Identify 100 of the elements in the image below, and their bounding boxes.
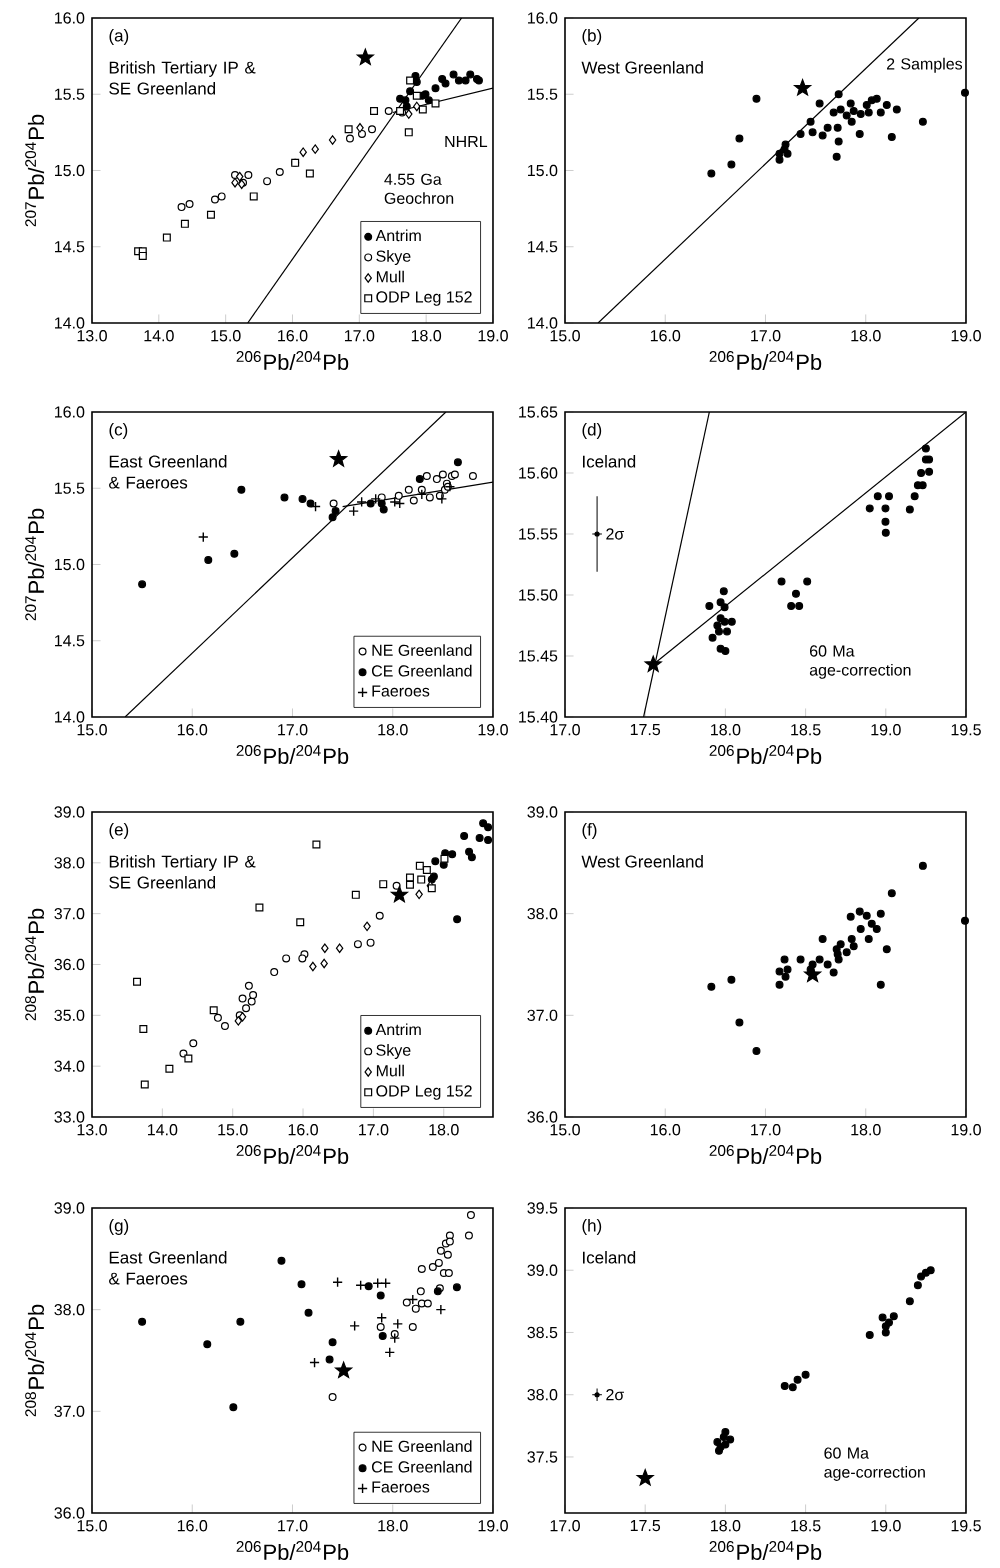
- x-tick-label: 17.0: [751, 1124, 781, 1136]
- x-tick-label: 18.0: [411, 330, 442, 342]
- legend-label: Faeroes: [372, 1481, 430, 1493]
- legend-label: CE Greenland: [371, 1460, 472, 1473]
- x-tick-label: 13.0: [77, 330, 107, 342]
- legend-label: Mull: [376, 270, 404, 283]
- y-tick-label: 15.5: [55, 88, 85, 100]
- x-axis-title: $^{206}$Pb/$^{204}$Pb: [709, 1145, 822, 1165]
- x-tick-label: 17.0: [344, 330, 375, 342]
- x-tick-label: 17.5: [630, 724, 661, 736]
- x-tick-label: 19.0: [478, 330, 508, 342]
- y-tick-label: 14.5: [55, 635, 85, 647]
- y-axis-title: $^{208}$Pb/$^{204}$Pb: [25, 908, 45, 1021]
- x-axis-title: $^{206}$Pb/$^{204}$Pb: [709, 351, 822, 371]
- x-tick-label: 13.0: [77, 1124, 107, 1136]
- x-tick-label: 16.0: [177, 724, 208, 736]
- y-tick-label: 37.0: [54, 1405, 85, 1417]
- x-axis-title: $^{206}$Pb/$^{204}$Pb: [709, 745, 822, 765]
- x-tick-label: 19.0: [478, 1520, 508, 1532]
- x-axis-title: $^{206}$Pb/$^{204}$Pb: [236, 745, 349, 765]
- annotation: 2σ: [606, 1388, 625, 1401]
- y-tick-label: 36.0: [54, 958, 85, 971]
- text: (c): [109, 423, 128, 439]
- text: (g): [109, 1219, 129, 1235]
- y-tick-label: 15.55: [519, 528, 558, 540]
- text: West Greenland: [581, 855, 703, 868]
- x-tick-label: 14.0: [144, 330, 174, 342]
- x-tick-label: 18.0: [378, 724, 408, 736]
- legend-label: ODP Leg 152: [376, 1085, 472, 1100]
- x-tick-label: 18.0: [711, 1520, 741, 1532]
- annotation: NHRL: [445, 136, 488, 148]
- y-tick-label: 38.0: [527, 1389, 558, 1401]
- x-axis-title: $^{206}$Pb/$^{204}$Pb: [236, 1145, 349, 1165]
- x-tick-label: 18.0: [851, 1124, 881, 1136]
- legend-label: Faeroes: [372, 685, 430, 697]
- x-tick-label: 17.0: [278, 1520, 308, 1532]
- text: West Greenland: [581, 61, 703, 74]
- x-tick-label: 17.5: [630, 1520, 661, 1532]
- x-tick-label: 18.0: [711, 724, 741, 736]
- y-tick-label: 15.65: [519, 406, 558, 418]
- y-tick-label: 15.0: [55, 164, 85, 177]
- text: (h): [582, 1219, 602, 1235]
- y-tick-label: 33.0: [54, 1111, 85, 1123]
- y-tick-label: 14.0: [55, 317, 85, 329]
- x-tick-label: 16.0: [650, 1124, 681, 1136]
- y-tick-label: 16.0: [528, 12, 558, 24]
- y-tick-label: 37.5: [527, 1451, 558, 1463]
- x-tick-label: 18.0: [378, 1520, 408, 1532]
- y-tick-label: 36.0: [527, 1111, 558, 1123]
- x-tick-label: 17.0: [550, 1520, 580, 1532]
- y-tick-label: 15.5: [528, 88, 558, 100]
- y-tick-label: 15.5: [55, 482, 85, 494]
- x-tick-label: 15.0: [550, 1124, 580, 1136]
- text: (e): [109, 823, 129, 839]
- y-tick-label: 38.0: [54, 857, 85, 869]
- annotation: 4.55 Ga Geochron: [384, 173, 454, 204]
- y-tick-label: 39.0: [54, 1202, 85, 1214]
- x-tick-label: 16.0: [288, 1124, 318, 1136]
- x-tick-label: 17.0: [278, 724, 308, 736]
- y-tick-label: 39.5: [527, 1202, 558, 1214]
- legend-label: Antrim: [375, 229, 421, 242]
- text: Iceland: [583, 455, 636, 468]
- y-tick-label: 38.0: [54, 1304, 85, 1316]
- y-tick-label: 34.0: [54, 1060, 85, 1072]
- y-tick-label: 16.0: [55, 406, 85, 418]
- x-axis-title: $^{206}$Pb/$^{204}$Pb: [236, 1541, 349, 1561]
- x-tick-label: 17.0: [550, 724, 580, 736]
- y-tick-label: 39.0: [54, 806, 85, 818]
- x-tick-label: 14.0: [148, 1124, 178, 1136]
- y-tick-label: 15.0: [528, 164, 558, 177]
- x-tick-label: 19.0: [478, 724, 508, 736]
- y-tick-label: 14.5: [55, 241, 85, 253]
- text: (a): [109, 29, 129, 45]
- text: (f): [582, 823, 597, 839]
- y-tick-label: 39.0: [527, 1264, 558, 1276]
- text: East Greenland & Faeroes: [109, 455, 227, 489]
- x-tick-label: 16.0: [650, 330, 681, 342]
- x-tick-label: 15.0: [77, 1520, 107, 1532]
- x-tick-label: 18.5: [791, 1520, 821, 1532]
- annotation: 2σ: [606, 528, 625, 540]
- legend-label: Mull: [376, 1064, 404, 1077]
- y-tick-label: 15.45: [519, 650, 558, 662]
- y-tick-label: 15.40: [519, 711, 558, 723]
- y-tick-label: 38.0: [527, 908, 558, 920]
- y-tick-label: 14.5: [528, 241, 558, 253]
- x-tick-label: 17.0: [751, 330, 781, 342]
- y-tick-label: 37.0: [527, 1009, 558, 1021]
- y-axis-title: $^{207}$Pb/$^{204}$Pb: [25, 114, 45, 227]
- x-tick-label: 19.0: [871, 724, 901, 736]
- x-tick-label: 15.0: [550, 330, 580, 342]
- legend-label: Skye: [376, 250, 411, 265]
- x-tick-label: 15.0: [218, 1124, 248, 1136]
- x-tick-label: 16.0: [177, 1520, 208, 1532]
- text: (b): [582, 29, 602, 45]
- x-tick-label: 15.0: [77, 724, 107, 736]
- y-tick-label: 38.5: [527, 1326, 558, 1339]
- x-tick-label: 18.0: [429, 1124, 459, 1136]
- x-tick-label: 16.0: [278, 330, 308, 342]
- x-tick-label: 18.0: [851, 330, 881, 342]
- x-axis-title: $^{206}$Pb/$^{204}$Pb: [236, 351, 349, 371]
